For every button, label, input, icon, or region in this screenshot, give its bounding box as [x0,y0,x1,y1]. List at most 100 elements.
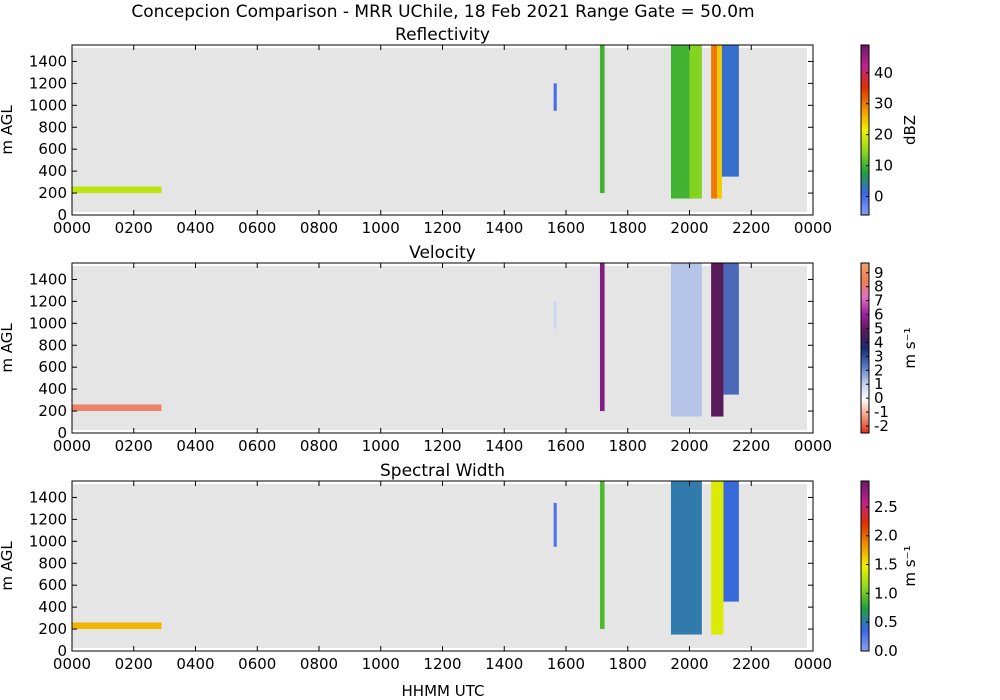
colorbar-label: m s⁻¹ [901,545,919,586]
y-tick-label: 1000 [29,96,67,114]
y-tick-label: 1400 [29,488,67,506]
y-axis-label: m AGL [0,541,16,591]
y-tick-label: 0 [57,206,67,224]
data-cell [72,622,162,630]
y-tick-label: 400 [38,598,67,616]
data-cell [599,45,605,194]
data-cell [670,45,690,199]
data-cell [711,45,718,199]
colorbar-tick-label: 40 [874,64,893,82]
colorbar-tick-label: 1.0 [874,584,898,602]
colorbar-tick-label: -2 [874,417,889,435]
data-cell [553,301,557,329]
colorbar-label: m s⁻¹ [901,327,919,368]
x-tick-label: 0800 [300,437,338,455]
colorbar-tick-label: 1 [874,375,884,393]
x-tick-label: 2200 [732,437,770,455]
colorbar-tick-label: 3 [874,347,884,365]
x-tick-label: 2000 [670,219,708,237]
colorbar-tick-label: 9 [874,264,884,282]
data-cell [553,83,557,111]
x-tick-label: 0600 [238,219,276,237]
panel-title: Velocity [409,243,476,263]
y-tick-label: 1000 [29,532,67,550]
colorbar-tick-label: -1 [874,403,889,421]
y-tick-label: 200 [38,402,67,420]
y-tick-label: 0 [57,642,67,660]
x-tick-label: 0400 [176,219,214,237]
x-tick-label: 2200 [732,219,770,237]
x-tick-label: 1000 [362,655,400,673]
x-tick-label: 0200 [115,437,153,455]
x-tick-label: 2200 [732,655,770,673]
data-cell [723,263,739,395]
y-tick-label: 800 [38,118,67,136]
y-tick-label: 1200 [29,292,67,310]
data-cell [711,263,724,417]
colorbar-tick-label: 2.5 [874,498,898,516]
data-cell [599,481,605,630]
x-tick-label: 0000 [794,437,832,455]
x-tick-label: 1600 [547,219,585,237]
y-tick-label: 600 [38,140,67,158]
colorbar-tick-label: 30 [874,95,893,113]
data-cell [721,45,739,177]
x-tick-label: 1600 [547,437,585,455]
x-tick-label: 1600 [547,655,585,673]
figure-title: Concepcion Comparison - MRR UChile, 18 F… [131,2,754,22]
y-tick-label: 800 [38,336,67,354]
x-axis-label: HHMM UTC [402,682,485,700]
x-tick-label: 0600 [238,437,276,455]
colorbar-tick-label: 1.5 [874,556,898,574]
y-tick-label: 400 [38,162,67,180]
colorbar [860,44,870,216]
data-cell [670,481,702,635]
y-tick-label: 0 [57,424,67,442]
y-axis-label: m AGL [0,323,16,373]
y-tick-label: 200 [38,620,67,638]
y-tick-label: 1200 [29,510,67,528]
data-cell [723,481,739,602]
x-tick-label: 0200 [115,655,153,673]
data-cell [553,502,557,547]
y-tick-label: 1400 [29,270,67,288]
x-tick-label: 0800 [300,219,338,237]
x-tick-label: 0200 [115,219,153,237]
colorbar-tick-label: 20 [874,126,893,144]
x-tick-label: 1200 [423,219,461,237]
x-tick-label: 1000 [362,219,400,237]
colorbar-tick-label: 6 [874,306,884,324]
x-tick-label: 1800 [609,655,647,673]
colorbar-tick-label: 0 [874,187,884,205]
data-cell [599,263,605,412]
colorbar-tick-label: 0 [874,389,884,407]
y-tick-label: 200 [38,184,67,202]
y-tick-label: 1200 [29,74,67,92]
colorbar-tick-label: 2.0 [874,527,898,545]
x-tick-label: 0000 [794,655,832,673]
y-tick-label: 400 [38,380,67,398]
panel-title: Reflectivity [395,25,490,45]
x-tick-label: 1000 [362,437,400,455]
data-cell [670,263,702,417]
y-tick-label: 800 [38,554,67,572]
x-tick-label: 1400 [485,437,523,455]
x-tick-label: 0400 [176,655,214,673]
colorbar-tick-label: 2 [874,361,884,379]
colorbar-label: dBZ [901,115,919,145]
x-tick-label: 0400 [176,437,214,455]
colorbar-tick-label: 8 [874,278,884,296]
colorbar-tick-label: 7 [874,292,884,310]
x-tick-label: 0600 [238,655,276,673]
colorbar-tick-label: 0.5 [874,613,898,631]
colorbar [860,480,870,652]
x-tick-label: 0000 [53,437,91,455]
colorbar [860,262,870,434]
x-tick-label: 0000 [53,655,91,673]
data-cell [717,45,722,199]
panel-title: Spectral Width [380,461,505,481]
